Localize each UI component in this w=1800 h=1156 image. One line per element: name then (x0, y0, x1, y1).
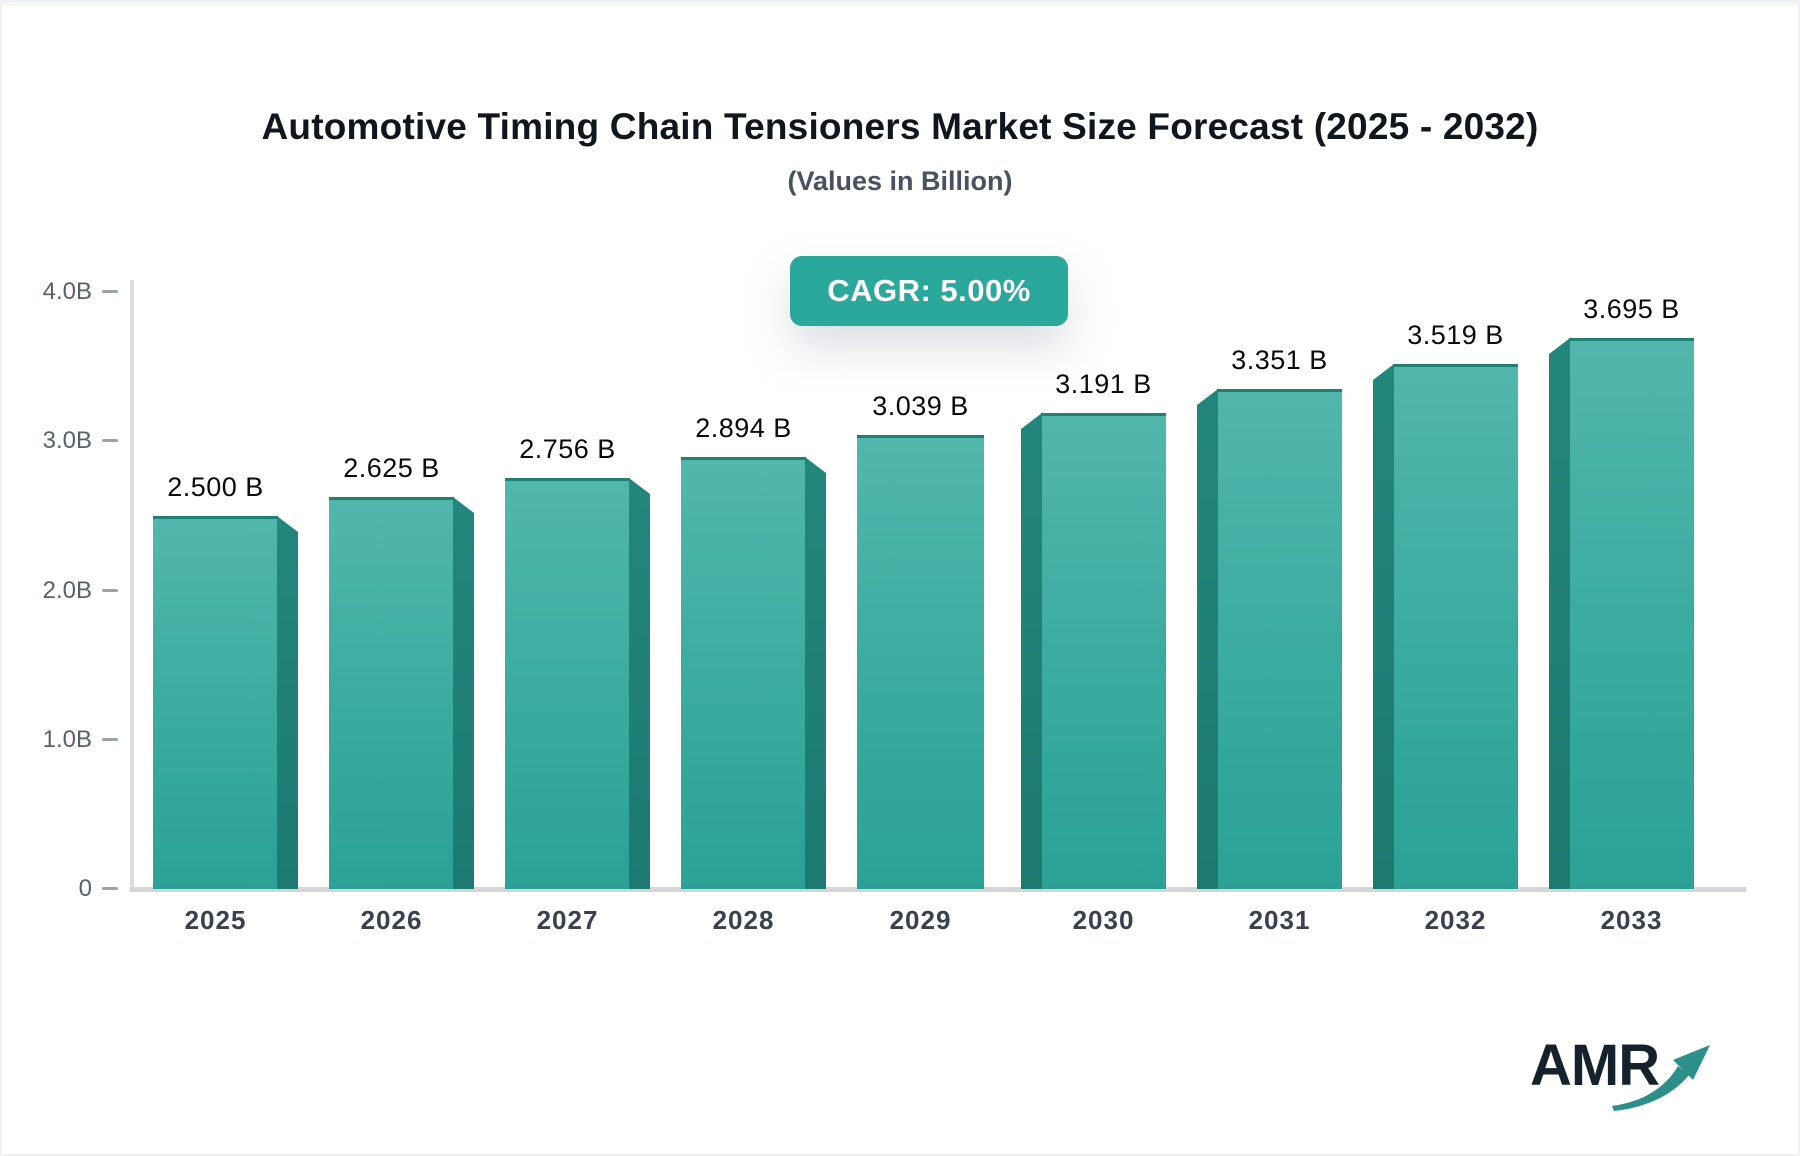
bar (1041, 413, 1166, 889)
y-tick (102, 887, 118, 890)
page-top-strip (2, 2, 1798, 6)
bar (681, 457, 806, 889)
y-axis-line (130, 280, 134, 891)
x-axis-label: 2028 (712, 905, 775, 935)
bar-side (805, 457, 826, 889)
x-axis-label: 2029 (889, 905, 952, 935)
bar-value-label: 3.039 B (872, 391, 969, 421)
bar-side (629, 478, 650, 889)
x-axis-label: 2026 (360, 905, 423, 935)
chart-subtitle: (Values in Billion) (787, 166, 1013, 196)
bar-value-label: 2.756 B (519, 434, 616, 464)
bar (1217, 389, 1342, 889)
y-tick-label: 2.0B (42, 577, 92, 604)
bar-value-label: 2.894 B (695, 413, 792, 443)
bar-value-label: 3.191 B (1055, 369, 1152, 399)
bar (1393, 364, 1518, 889)
bar-side (277, 516, 298, 889)
x-axis-label: 2033 (1600, 905, 1663, 935)
y-tick (102, 290, 118, 293)
bar-side (1197, 389, 1218, 889)
x-axis-label: 2027 (536, 905, 599, 935)
bar-value-label: 3.351 B (1231, 345, 1328, 375)
growth-arrow-icon (1612, 1045, 1710, 1111)
x-axis-label: 2031 (1248, 905, 1311, 935)
cagr-badge: CAGR: 5.00% (790, 256, 1068, 326)
y-tick-label: 4.0B (42, 278, 92, 305)
x-axis-label: 2030 (1072, 905, 1135, 935)
bar-value-label: 2.625 B (343, 453, 440, 483)
y-tick-label: 0 (78, 875, 92, 902)
amr-logo-text: AMR (1530, 1033, 1660, 1098)
y-tick (102, 439, 118, 442)
x-axis-label: 2025 (184, 905, 247, 935)
bar-side (1373, 364, 1394, 889)
bar (857, 435, 984, 889)
bar (329, 497, 454, 889)
bar-value-label: 3.519 B (1407, 320, 1504, 350)
bar-side (453, 497, 474, 889)
bar (1569, 338, 1694, 889)
bar-side (1021, 413, 1042, 889)
y-tick-label: 3.0B (42, 427, 92, 454)
y-tick (102, 738, 118, 741)
chart-title: Automotive Timing Chain Tensioners Marke… (261, 106, 1539, 147)
bar (505, 478, 630, 889)
x-axis-label: 2032 (1424, 905, 1487, 935)
y-tick-label: 1.0B (42, 726, 92, 753)
amr-logo: AMR (1530, 1024, 1720, 1119)
bar-value-label: 3.695 B (1583, 294, 1680, 324)
bar-side (1549, 338, 1570, 889)
x-axis-line (130, 887, 1746, 892)
bar (153, 516, 278, 889)
y-tick (102, 589, 118, 592)
bar-value-label: 2.500 B (167, 472, 264, 502)
